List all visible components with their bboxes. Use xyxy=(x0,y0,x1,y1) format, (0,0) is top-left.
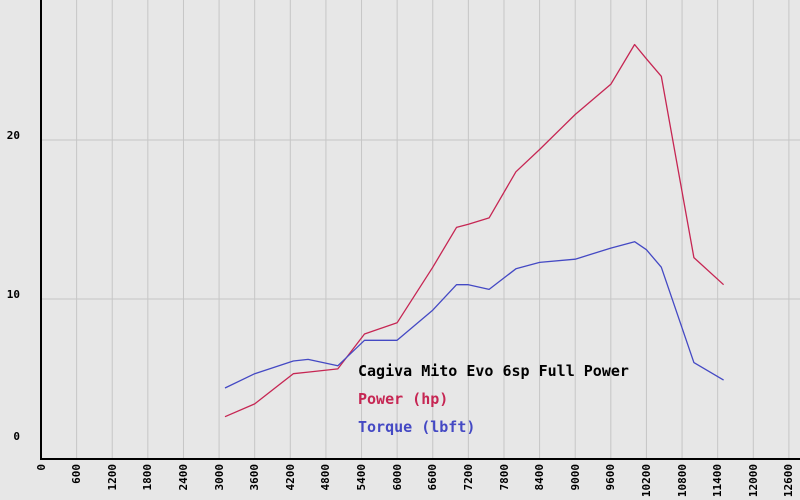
x-tick-label: 2400 xyxy=(177,464,190,491)
power-legend-label: Power (hp) xyxy=(358,390,449,408)
x-tick-label: 11400 xyxy=(711,464,725,498)
x-tick-label: 4200 xyxy=(283,464,297,491)
x-tick-label: 6000 xyxy=(390,464,404,491)
torque-legend-label: Torque (lbft) xyxy=(358,418,476,436)
x-tick-label: 3000 xyxy=(212,464,226,491)
x-tick-label: 1200 xyxy=(105,464,119,491)
power-curve xyxy=(224,43,725,418)
x-tick-label: 5400 xyxy=(355,464,368,491)
x-tick-label: 8400 xyxy=(533,464,547,491)
x-tick-label: 3600 xyxy=(248,464,262,491)
x-tick-label: 12600 xyxy=(782,464,796,498)
x-tick-label: 10800 xyxy=(675,464,689,498)
torque-curve xyxy=(224,241,724,389)
x-tick-label: 12000 xyxy=(746,464,760,498)
x-tick-label: 9600 xyxy=(604,464,618,491)
x-tick-label: 4800 xyxy=(319,464,333,491)
x-tick-label: 0 xyxy=(34,464,48,471)
x-tick-label: 9000 xyxy=(568,464,582,491)
x-tick-label: 7800 xyxy=(497,464,511,491)
y-tick-label: 20 xyxy=(6,129,20,142)
chart-title: Cagiva Mito Evo 6sp Full Power xyxy=(358,362,629,380)
x-tick-label: 1800 xyxy=(141,464,155,491)
x-tick-label: 600 xyxy=(70,464,84,484)
y-tick-label: 0 xyxy=(13,430,20,443)
x-tick-label: 7200 xyxy=(461,464,475,491)
x-tick-label: 6600 xyxy=(426,464,440,491)
y-tick-label: 10 xyxy=(6,288,20,301)
x-tick-label: 10200 xyxy=(639,464,653,498)
